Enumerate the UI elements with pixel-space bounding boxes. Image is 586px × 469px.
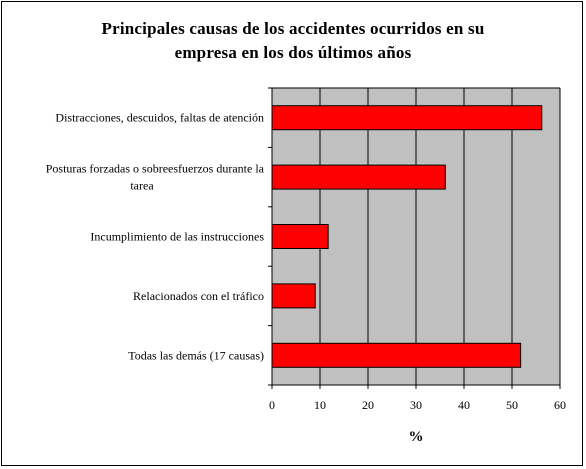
category-label: Distracciones, descuidos, faltas de aten… xyxy=(55,111,264,125)
x-tick-label: 0 xyxy=(269,398,275,412)
bar xyxy=(271,224,329,249)
bar xyxy=(271,342,522,368)
x-tick-label: 10 xyxy=(314,398,326,412)
chart-title-line-1: Principales causas de los accidentes ocu… xyxy=(101,19,485,38)
x-tick-label: 60 xyxy=(554,398,566,412)
chart-title-line-2: empresa en los dos últimos años xyxy=(174,43,412,62)
x-tick-label: 30 xyxy=(410,398,422,412)
category-label: Posturas forzadas o sobreesfuerzos duran… xyxy=(46,162,265,176)
bar xyxy=(271,105,543,131)
category-label: tarea xyxy=(130,179,154,193)
category-label: Relacionados con el tráfico xyxy=(133,289,264,303)
category-label: Todas las demás (17 causas) xyxy=(128,348,264,362)
x-tick-label: 50 xyxy=(506,398,518,412)
x-axis-title: % xyxy=(409,429,424,445)
x-tick-label: 20 xyxy=(362,398,374,412)
bar xyxy=(271,164,446,190)
x-tick-label: 40 xyxy=(458,398,470,412)
bar xyxy=(271,283,316,309)
category-label: Incumplimiento de las instrucciones xyxy=(90,230,264,244)
